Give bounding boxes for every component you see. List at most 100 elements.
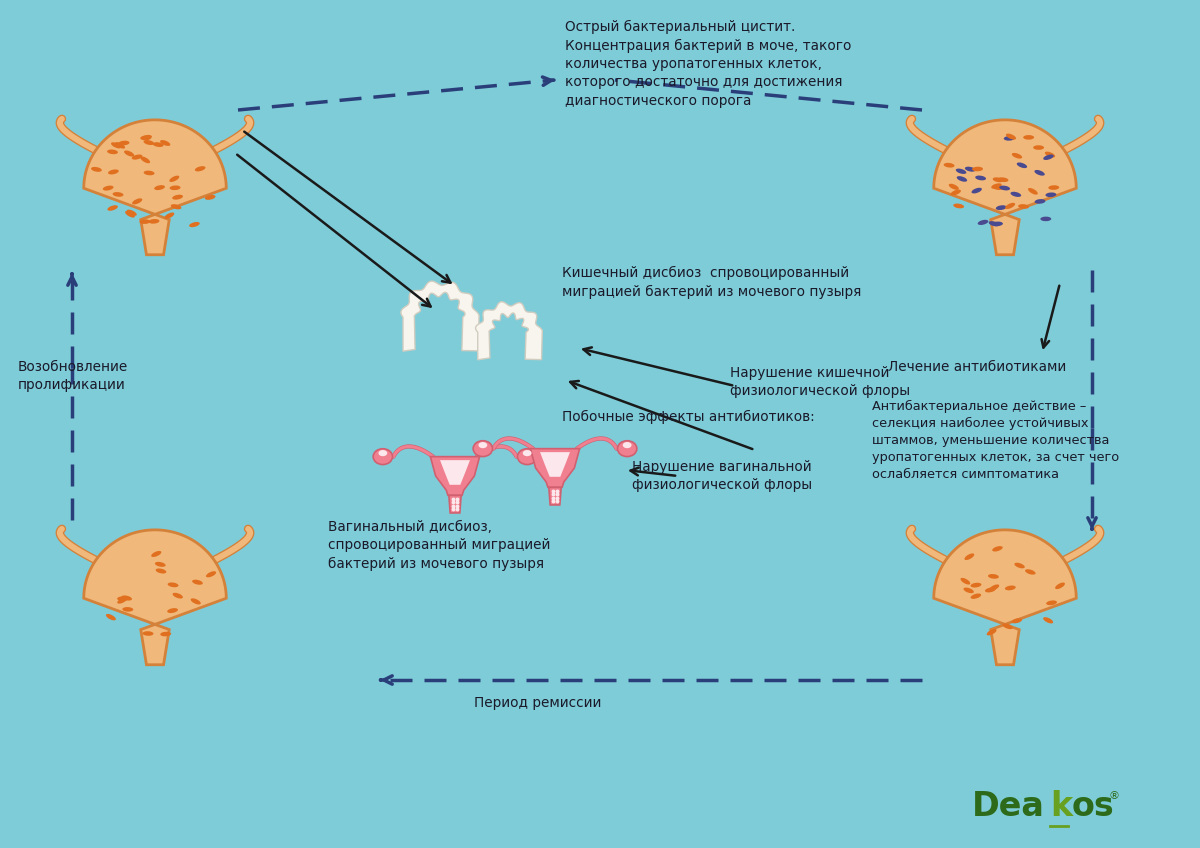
Ellipse shape <box>1010 192 1021 197</box>
Polygon shape <box>934 530 1076 665</box>
Ellipse shape <box>122 607 133 611</box>
Ellipse shape <box>190 222 199 227</box>
Ellipse shape <box>103 186 114 191</box>
Ellipse shape <box>121 595 132 600</box>
Ellipse shape <box>989 221 1000 226</box>
Ellipse shape <box>118 597 127 604</box>
Ellipse shape <box>167 608 178 613</box>
Ellipse shape <box>132 154 143 159</box>
Ellipse shape <box>168 583 179 587</box>
Polygon shape <box>475 302 542 360</box>
Polygon shape <box>548 488 562 505</box>
Ellipse shape <box>127 209 137 215</box>
Ellipse shape <box>1014 563 1025 568</box>
Ellipse shape <box>618 441 637 456</box>
Ellipse shape <box>473 441 492 456</box>
Ellipse shape <box>1024 135 1034 140</box>
Ellipse shape <box>192 580 203 585</box>
Polygon shape <box>540 452 570 477</box>
Ellipse shape <box>1043 154 1054 160</box>
Ellipse shape <box>1034 199 1045 204</box>
Ellipse shape <box>151 551 161 557</box>
Ellipse shape <box>986 629 997 635</box>
Text: Нарушение вагинальной
физиологической флоры: Нарушение вагинальной физиологической фл… <box>632 460 812 493</box>
Ellipse shape <box>1049 185 1060 190</box>
Ellipse shape <box>194 166 205 171</box>
Ellipse shape <box>943 163 954 168</box>
Ellipse shape <box>91 167 102 172</box>
Ellipse shape <box>132 198 143 204</box>
Ellipse shape <box>978 220 989 225</box>
Ellipse shape <box>1002 623 1013 629</box>
Ellipse shape <box>119 141 130 145</box>
Ellipse shape <box>169 176 179 182</box>
Ellipse shape <box>118 596 128 601</box>
Text: os: os <box>1072 789 1115 823</box>
Ellipse shape <box>205 195 216 200</box>
Ellipse shape <box>107 205 118 211</box>
Ellipse shape <box>971 583 982 588</box>
Ellipse shape <box>107 149 118 154</box>
Ellipse shape <box>971 594 982 599</box>
Ellipse shape <box>997 177 1008 182</box>
Ellipse shape <box>991 183 1002 189</box>
Text: Побочные эффекты антибиотиков:: Побочные эффекты антибиотиков: <box>562 410 815 424</box>
Ellipse shape <box>156 568 167 573</box>
Ellipse shape <box>1000 186 1010 191</box>
Ellipse shape <box>144 140 155 145</box>
Ellipse shape <box>965 167 976 171</box>
Text: Кишечный дисбиоз  спровоцированный
миграцией бактерий из мочевого пузыря: Кишечный дисбиоз спровоцированный миграц… <box>562 266 862 298</box>
Ellipse shape <box>1045 192 1056 197</box>
Ellipse shape <box>124 150 134 157</box>
Ellipse shape <box>161 632 172 636</box>
Ellipse shape <box>1025 569 1036 575</box>
Ellipse shape <box>976 176 986 181</box>
Ellipse shape <box>956 169 966 174</box>
Text: Антибактериальное действие –
селекция наиболее устойчивых
штаммов, уменьшение ко: Антибактериальное действие – селекция на… <box>872 400 1120 481</box>
Ellipse shape <box>108 170 119 175</box>
Text: Dea: Dea <box>972 789 1045 823</box>
Ellipse shape <box>152 142 163 147</box>
Text: ®: ® <box>1108 791 1120 801</box>
Text: Возобновление
пролификации: Возобновление пролификации <box>18 360 128 393</box>
Ellipse shape <box>140 157 150 164</box>
Ellipse shape <box>144 170 155 176</box>
Ellipse shape <box>996 205 1007 210</box>
Ellipse shape <box>142 135 152 140</box>
Ellipse shape <box>1045 152 1055 158</box>
Ellipse shape <box>1028 188 1038 195</box>
Ellipse shape <box>950 190 961 195</box>
Ellipse shape <box>1034 170 1045 176</box>
Ellipse shape <box>965 554 974 560</box>
Ellipse shape <box>623 442 631 449</box>
Ellipse shape <box>164 213 174 219</box>
Ellipse shape <box>1043 617 1054 623</box>
Ellipse shape <box>169 186 180 190</box>
Ellipse shape <box>964 588 974 593</box>
Ellipse shape <box>143 631 154 636</box>
Polygon shape <box>530 449 580 488</box>
Ellipse shape <box>1046 600 1057 605</box>
Ellipse shape <box>956 176 967 181</box>
Text: Лечение антибиотиками: Лечение антибиотиками <box>888 360 1067 374</box>
Ellipse shape <box>989 584 1000 591</box>
Ellipse shape <box>972 167 983 171</box>
Ellipse shape <box>960 577 971 584</box>
Ellipse shape <box>173 195 182 199</box>
Ellipse shape <box>155 562 166 566</box>
Ellipse shape <box>949 184 959 190</box>
Ellipse shape <box>992 177 1003 182</box>
Ellipse shape <box>1012 618 1022 623</box>
Ellipse shape <box>985 588 996 593</box>
Polygon shape <box>84 120 227 254</box>
Ellipse shape <box>1016 163 1027 168</box>
Ellipse shape <box>1040 216 1051 221</box>
Ellipse shape <box>154 185 164 190</box>
Ellipse shape <box>972 187 982 193</box>
Ellipse shape <box>1006 134 1016 140</box>
Ellipse shape <box>160 140 170 146</box>
Ellipse shape <box>1018 204 1030 209</box>
Ellipse shape <box>1012 153 1022 159</box>
Ellipse shape <box>139 220 150 224</box>
Ellipse shape <box>125 211 134 218</box>
